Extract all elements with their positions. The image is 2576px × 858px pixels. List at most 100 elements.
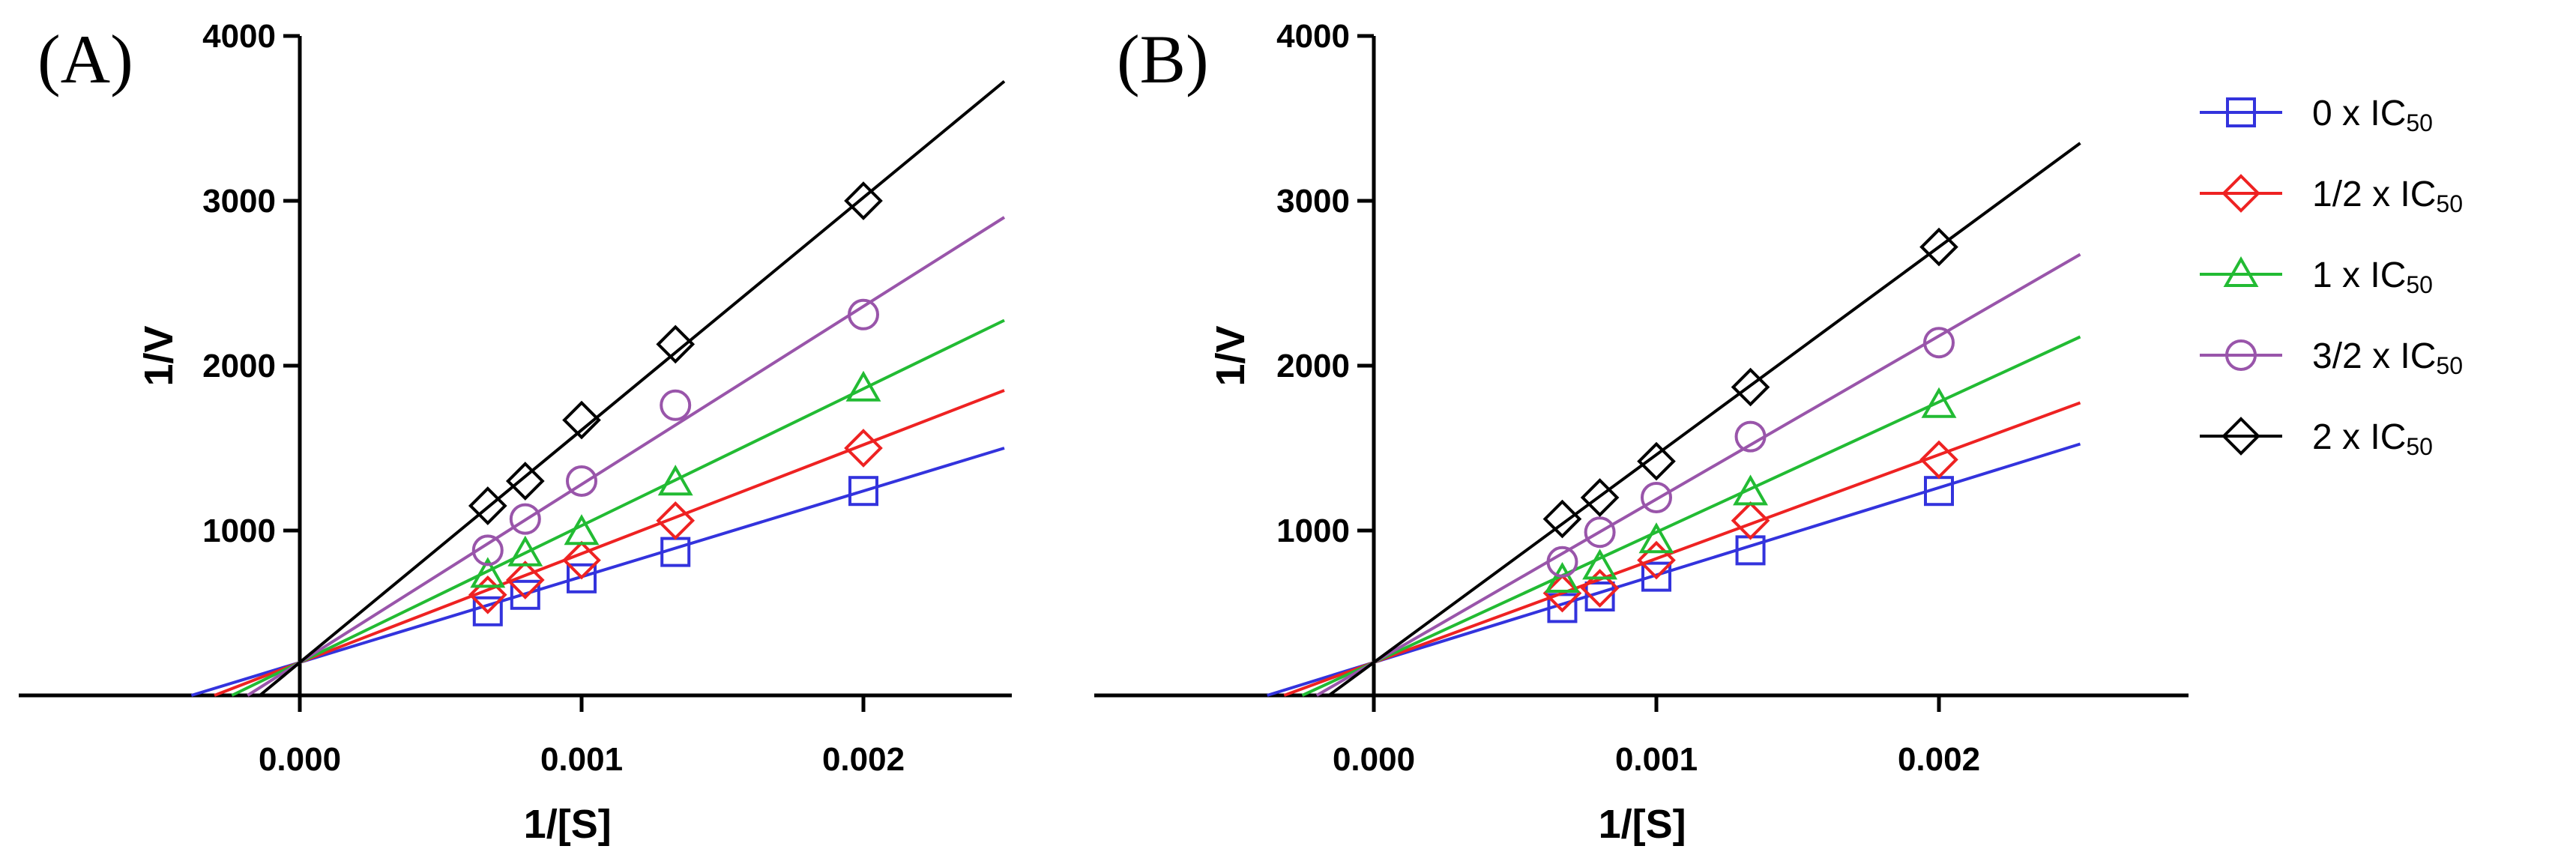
data-point-1-x-ic50 xyxy=(507,535,543,567)
data-point-3-2-x-ic50 xyxy=(509,503,541,535)
fit-line-1-x-ic50 xyxy=(1301,335,2081,697)
y-tick-label: 3000 xyxy=(202,183,276,220)
data-point-2-x-ic50 xyxy=(1580,478,1620,517)
legend-marker xyxy=(2223,256,2259,287)
data-point-1-x-ic50 xyxy=(657,465,693,496)
data-point-2-x-ic50 xyxy=(562,400,601,440)
data-point-2-x-ic50 xyxy=(1542,499,1582,539)
legend-label: 1/2 x IC50 xyxy=(2312,175,2463,217)
data-point-3-2-x-ic50 xyxy=(1584,516,1616,549)
series-1-x-ic50 xyxy=(1301,335,2081,697)
data-point-0-x-ic50 xyxy=(848,476,878,507)
series-2-x-ic50 xyxy=(259,79,1006,697)
data-point-2-x-ic50 xyxy=(656,324,696,364)
data-point-3-2-x-ic50 xyxy=(1641,482,1672,513)
series-0-x-ic50 xyxy=(1267,442,2081,697)
y-tick-label: 4000 xyxy=(1276,18,1350,55)
data-point-3-2-x-ic50 xyxy=(1923,327,1955,359)
data-point-3-2-x-ic50 xyxy=(660,389,692,421)
data-point-0-x-ic50 xyxy=(510,579,540,610)
data-point-3-2-x-ic50 xyxy=(566,465,597,497)
data-point-1-2-x-ic50 xyxy=(505,561,545,599)
legend-label-prefix: 3/2 x IC xyxy=(2312,336,2436,376)
legend-label-prefix: 1/2 x IC xyxy=(2312,175,2436,214)
legend-item: 0 x IC50 xyxy=(2200,94,2433,136)
series-2-x-ic50 xyxy=(1327,142,2081,697)
data-point-0-x-ic50 xyxy=(1641,561,1671,592)
y-tick-label: 4000 xyxy=(202,18,276,55)
legend-label-subscript: 50 xyxy=(2406,433,2433,460)
legend-marker xyxy=(2221,417,2260,456)
data-point-0-x-ic50 xyxy=(1584,581,1615,611)
data-point-2-x-ic50 xyxy=(1637,441,1676,481)
x-tick-label: 0.001 xyxy=(1615,741,1698,778)
legend-item: 2 x IC50 xyxy=(2200,417,2433,460)
data-point-2-x-ic50 xyxy=(1731,367,1770,407)
legend-label-subscript: 50 xyxy=(2436,352,2463,379)
data-point-1-2-x-ic50 xyxy=(844,429,883,468)
data-point-0-x-ic50 xyxy=(472,596,503,626)
fit-line-2-x-ic50 xyxy=(1327,142,2081,697)
data-point-1-x-ic50 xyxy=(564,514,600,546)
data-point-2-x-ic50 xyxy=(1919,227,1958,267)
x-axis-title: 1/[S] xyxy=(524,802,612,847)
legend-label-subscript: 50 xyxy=(2436,190,2463,217)
data-point-1-x-ic50 xyxy=(1921,387,1957,418)
legend-label: 3/2 x IC50 xyxy=(2312,336,2463,379)
fit-line-1-2-x-ic50 xyxy=(1283,401,2081,697)
data-point-1-2-x-ic50 xyxy=(468,575,507,614)
data-point-1-x-ic50 xyxy=(470,557,506,588)
panel-b: (B) 1000 2000 3000 4000 0.000 0.001 0.002 1/[S] 1… xyxy=(1094,18,2189,847)
fit-line-2-x-ic50 xyxy=(259,79,1006,697)
fit-line-3-2-x-ic50 xyxy=(247,216,1006,697)
legend-label: 0 x IC50 xyxy=(2312,94,2433,136)
legend-marker xyxy=(2221,174,2260,213)
data-point-1-2-x-ic50 xyxy=(1580,569,1620,608)
y-tick-label: 2000 xyxy=(1276,348,1350,384)
data-point-1-x-ic50 xyxy=(845,370,881,402)
y-tick-label: 1000 xyxy=(1276,513,1350,549)
legend-label-prefix: 0 x IC xyxy=(2312,94,2406,133)
data-point-1-x-ic50 xyxy=(1638,522,1674,554)
data-point-3-2-x-ic50 xyxy=(1546,546,1578,578)
data-point-1-2-x-ic50 xyxy=(656,501,696,540)
y-tick-label: 3000 xyxy=(1276,183,1350,220)
legend-item: 3/2 x IC50 xyxy=(2200,336,2463,379)
fit-line-1-x-ic50 xyxy=(231,318,1005,697)
data-point-2-x-ic50 xyxy=(468,486,507,525)
data-point-0-x-ic50 xyxy=(567,563,597,593)
panel-label: (B) xyxy=(1117,21,1209,97)
series-3-2-x-ic50 xyxy=(247,216,1006,697)
data-point-2-x-ic50 xyxy=(505,462,545,501)
y-axis-title: 1/V xyxy=(136,325,181,386)
legend-label-prefix: 2 x IC xyxy=(2312,417,2406,457)
data-point-1-2-x-ic50 xyxy=(1731,501,1770,540)
fit-line-0-x-ic50 xyxy=(1267,442,2081,697)
fit-line-3-2-x-ic50 xyxy=(1315,253,2081,697)
x-tick-label: 0.002 xyxy=(822,741,905,778)
x-tick-label: 0.002 xyxy=(1898,741,1980,778)
legend-marker xyxy=(2225,339,2257,371)
series-3-2-x-ic50 xyxy=(1315,253,2081,697)
x-tick-label: 0.000 xyxy=(259,741,341,778)
series-1-2-x-ic50 xyxy=(1283,401,2081,697)
x-axis-title: 1/[S] xyxy=(1599,802,1686,847)
panel-label: (A) xyxy=(37,21,133,97)
data-point-1-2-x-ic50 xyxy=(1637,540,1676,580)
series-1-2-x-ic50 xyxy=(214,389,1005,697)
data-point-1-x-ic50 xyxy=(1545,561,1580,593)
data-point-1-2-x-ic50 xyxy=(562,540,601,580)
legend-label: 2 x IC50 xyxy=(2312,417,2433,460)
y-tick-label: 1000 xyxy=(202,513,276,549)
series-1-x-ic50 xyxy=(231,318,1005,697)
y-axis-title: 1/V xyxy=(1208,325,1253,386)
legend-label-subscript: 50 xyxy=(2406,109,2433,136)
data-point-1-x-ic50 xyxy=(1582,549,1618,580)
fit-line-0-x-ic50 xyxy=(190,447,1005,697)
data-point-1-2-x-ic50 xyxy=(1919,440,1958,480)
legend-item: 1/2 x IC50 xyxy=(2200,174,2463,217)
series-0-x-ic50 xyxy=(190,447,1005,697)
data-point-3-2-x-ic50 xyxy=(471,534,504,567)
